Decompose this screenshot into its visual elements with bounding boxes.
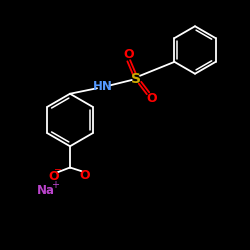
Text: Na: Na: [37, 184, 55, 198]
Text: O: O: [124, 48, 134, 62]
Text: S: S: [131, 72, 141, 86]
Text: O: O: [48, 170, 58, 183]
Text: O: O: [80, 169, 90, 182]
Text: −: −: [54, 165, 62, 175]
Text: O: O: [146, 92, 156, 105]
Text: HN: HN: [92, 80, 112, 93]
Text: +: +: [51, 180, 59, 190]
